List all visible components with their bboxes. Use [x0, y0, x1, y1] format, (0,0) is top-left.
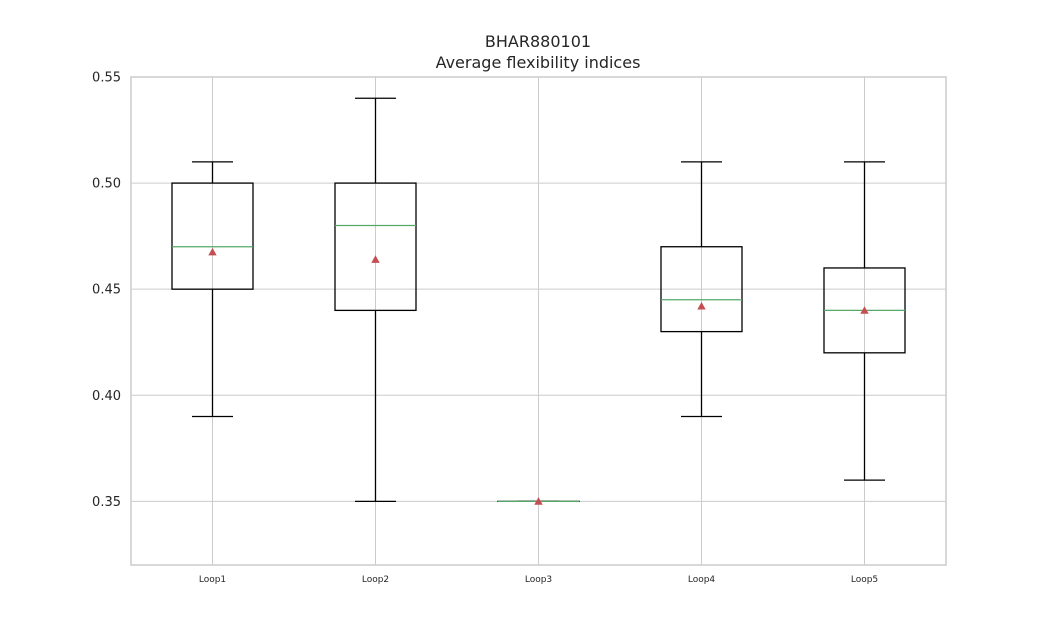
y-tick-label: 0.55 [92, 71, 121, 86]
boxes-layer [171, 97, 906, 505]
y-tick-label: 0.40 [92, 389, 121, 404]
y-tick-label: 0.45 [92, 283, 121, 298]
y-tick-label: 0.50 [92, 177, 121, 192]
chart-title-line-2: Average flexibility indices [436, 53, 641, 72]
mean-marker [371, 255, 380, 263]
box-loop2 [334, 97, 417, 502]
y-axis-ticks: 0.35 0.40 0.45 0.50 0.55 [92, 71, 121, 510]
box-loop3 [497, 497, 580, 505]
x-axis-ticks: Loop1 Loop2 Loop3 Loop4 Loop5 [199, 575, 878, 585]
x-tick-label: Loop3 [525, 575, 552, 585]
box-loop4 [660, 161, 743, 418]
x-tick-label: Loop4 [688, 575, 716, 585]
chart-title-line-1: BHAR880101 [485, 32, 591, 51]
y-tick-label: 0.35 [92, 495, 121, 510]
x-tick-label: Loop5 [851, 575, 878, 585]
x-tick-label: Loop1 [199, 575, 226, 585]
plot-frame [130, 76, 947, 566]
mean-marker [534, 497, 543, 505]
iqr-box [171, 182, 254, 290]
box-loop5 [823, 161, 906, 481]
iqr-box [660, 246, 743, 333]
box-loop1 [171, 161, 254, 418]
mean-marker [208, 247, 217, 256]
mean-marker [697, 301, 706, 310]
mean-marker [860, 306, 869, 314]
x-tick-label: Loop2 [362, 575, 389, 585]
iqr-box [334, 182, 417, 312]
chart-title: BHAR880101 Average flexibility indices [436, 32, 641, 72]
